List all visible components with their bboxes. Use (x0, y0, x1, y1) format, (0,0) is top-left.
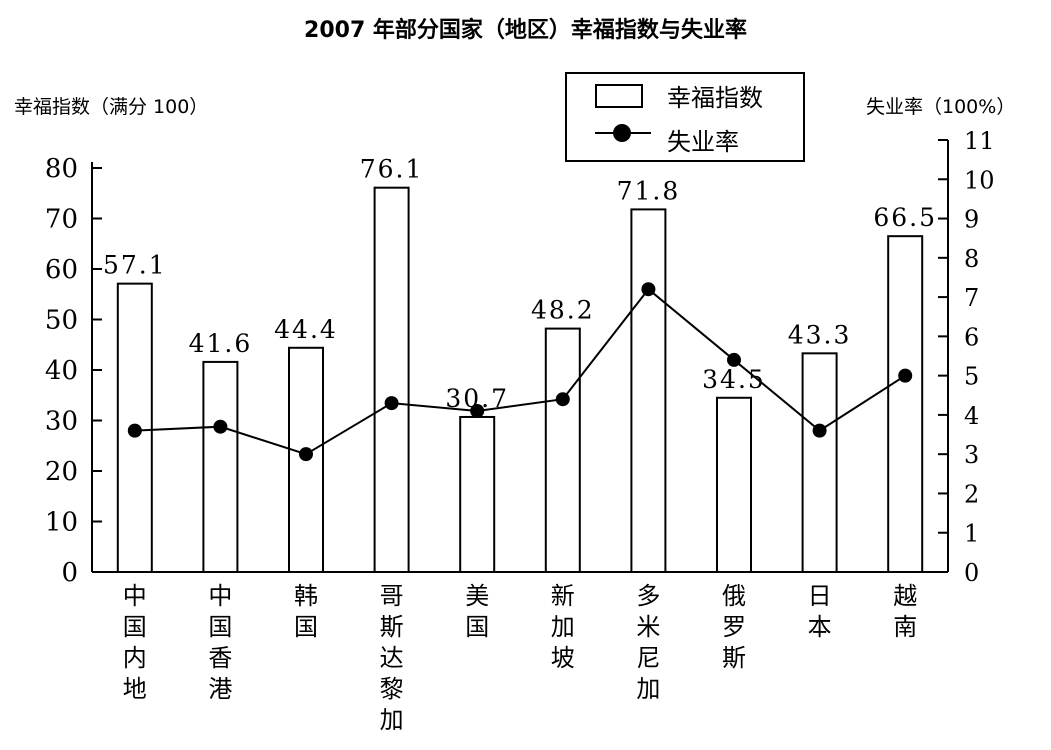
legend-entry-unemployment: 失业率 (567, 118, 803, 158)
unemployment-point (299, 447, 313, 462)
left-tick-label: 30 (45, 407, 78, 437)
bar (801, 352, 838, 573)
left-tick-label: 40 (45, 356, 78, 386)
unemployment-point (812, 423, 827, 438)
bar (887, 235, 924, 574)
right-tick-label: 5 (964, 363, 979, 391)
bar (202, 360, 239, 574)
category-label: 美国 (465, 582, 489, 641)
category-label: 中国香港 (208, 582, 232, 703)
legend-marker-swatch (613, 124, 631, 142)
unemployment-point (641, 282, 656, 297)
unemployment-line (127, 282, 913, 462)
bar (630, 208, 667, 573)
unemployment-point (898, 368, 913, 383)
bars: 57.141.6 44.476.130.748.271.834.543.366.5 (103, 155, 937, 574)
bar-value-label: 34.5 (702, 365, 766, 394)
bar (716, 396, 752, 573)
right-tick-label: 4 (964, 402, 979, 430)
category-label: 哥斯达黎加 (380, 582, 404, 734)
category-label: 新加坡 (551, 582, 575, 672)
left-axis-title: 幸福指数（满分 100） (14, 96, 209, 118)
unemployment-point (127, 423, 142, 438)
bar (116, 282, 153, 573)
right-tick-label: 2 (964, 480, 979, 508)
bar (373, 186, 410, 573)
chart-title: 2007 年部分国家（地区）幸福指数与失业率 (304, 18, 747, 43)
right-tick-label: 9 (964, 206, 979, 234)
left-tick-label: 80 (45, 154, 78, 184)
bar-value-label: 57.1 (103, 251, 167, 280)
right-tick-label: 0 (964, 559, 979, 587)
category-label: 越南 (893, 582, 917, 641)
bar-value-label: 71.8 (617, 176, 681, 205)
right-tick-label: 11 (964, 127, 995, 155)
bar-value-label: 48.2 (531, 296, 595, 325)
left-tick-label: 60 (45, 255, 78, 285)
unemployment-point (213, 419, 228, 434)
category-label: 中国内地 (123, 582, 147, 703)
unemployment-point (470, 403, 485, 418)
right-axis-title: 失业率（100%） (866, 96, 1016, 118)
unemployment-point (555, 392, 570, 407)
category-label: 多米尼加 (636, 582, 660, 703)
bar-value-label: 76.1 (360, 155, 424, 184)
right-tick-label: 10 (964, 166, 995, 194)
legend-bar-swatch (595, 84, 643, 108)
left-tick-label: 0 (61, 558, 78, 588)
legend-entry-happiness: 幸福指数 (567, 74, 803, 114)
right-tick-label: 6 (964, 323, 979, 351)
bar (459, 415, 496, 573)
category-label: 俄罗斯 (722, 582, 746, 672)
legend-label-happiness: 幸福指数 (667, 84, 763, 112)
left-tick-label: 50 (45, 306, 78, 336)
bar-value-label: 66.5 (873, 203, 937, 232)
bar (544, 327, 581, 573)
right-tick-label: 1 (964, 520, 979, 548)
bar-value-label: 41.6 (189, 329, 253, 358)
legend-label-unemployment: 失业率 (667, 128, 739, 156)
bar-value-label: 43.3 (788, 320, 852, 349)
bar-value-label: 44.4 (274, 315, 338, 344)
left-tick-label: 10 (45, 508, 78, 538)
category-label: 韩国 (294, 582, 318, 641)
right-tick-label: 8 (964, 245, 979, 273)
unemployment-polyline (134, 287, 906, 456)
category-label: 日本 (808, 582, 832, 641)
unemployment-point (727, 352, 741, 367)
legend: 幸福指数 失业率 (565, 72, 805, 162)
right-tick-label: 3 (964, 441, 979, 469)
axes: 0 10 20 30 40 50 60 70 80 0 1 2 3 4 5 6 7 8 9 10 11 (45, 127, 995, 588)
left-tick-label: 70 (45, 205, 78, 235)
right-tick-label: 7 (964, 284, 979, 312)
left-tick-label: 20 (45, 457, 78, 487)
category-labels: 中国内地 中国香港 韩国 哥斯达黎加 美国 新加坡 多米尼加 俄罗斯 日本 越南 (123, 582, 917, 734)
unemployment-point (384, 396, 399, 411)
